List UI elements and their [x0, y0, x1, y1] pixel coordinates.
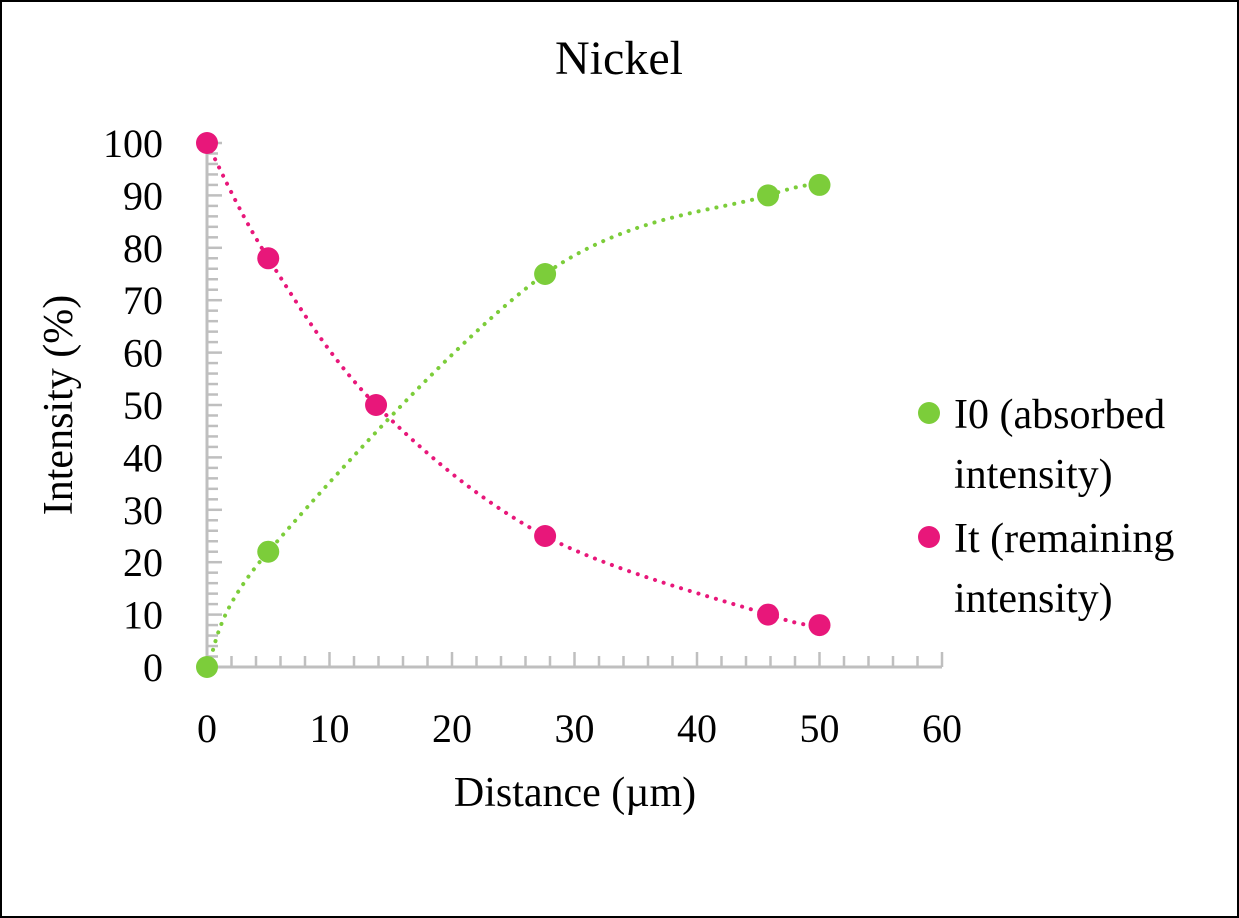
x-tick-label: 60: [922, 706, 962, 751]
axes: 0 10 20 30 40 50 60 0 10 20 30 40 50 60 70 80 90 100: [103, 121, 962, 751]
x-tick-label: 50: [800, 706, 840, 751]
y-tick-label: 20: [123, 540, 163, 585]
data-point: [534, 263, 557, 285]
legend-label: intensity): [954, 452, 1113, 498]
legend: I0 (absorbed intensity) It (remaining inten…: [918, 392, 1174, 622]
data-point: [808, 614, 831, 637]
y-tick-label: 30: [123, 488, 163, 533]
y-tick-label: 60: [123, 331, 163, 376]
data-point: [257, 540, 280, 563]
x-tick-label: 0: [197, 706, 217, 751]
legend-marker: [918, 526, 940, 548]
chart-title: Nickel: [555, 32, 683, 85]
y-axis-label: Intensity (%): [36, 295, 82, 515]
data-point: [808, 173, 831, 196]
legend-label: I0 (absorbed: [954, 392, 1165, 438]
x-tick-label: 40: [677, 706, 717, 751]
data-point: [257, 247, 280, 270]
x-tick-label: 30: [555, 706, 595, 751]
data-point: [757, 184, 780, 207]
data-point: [534, 525, 557, 547]
x-axis-label: Distance (µm): [454, 770, 696, 816]
y-tick-label: 10: [123, 593, 163, 638]
y-tick-label: 100: [103, 121, 163, 166]
y-tick-label: 50: [123, 383, 163, 428]
data-point: [757, 603, 780, 626]
legend-label: It (remaining: [954, 516, 1174, 562]
y-tick-label: 90: [123, 173, 163, 218]
data-point: [196, 656, 218, 678]
y-tick-label: 70: [123, 278, 163, 323]
data-point: [196, 132, 218, 154]
x-tick-label: 20: [432, 706, 472, 751]
legend-marker: [918, 402, 940, 424]
y-tick-label: 40: [123, 435, 163, 480]
x-tick-label: 10: [310, 706, 350, 751]
data-points: [196, 132, 831, 678]
y-tick-label: 0: [143, 645, 163, 690]
legend-label: intensity): [954, 576, 1113, 622]
y-tick-label: 80: [123, 226, 163, 271]
data-point: [365, 394, 388, 416]
